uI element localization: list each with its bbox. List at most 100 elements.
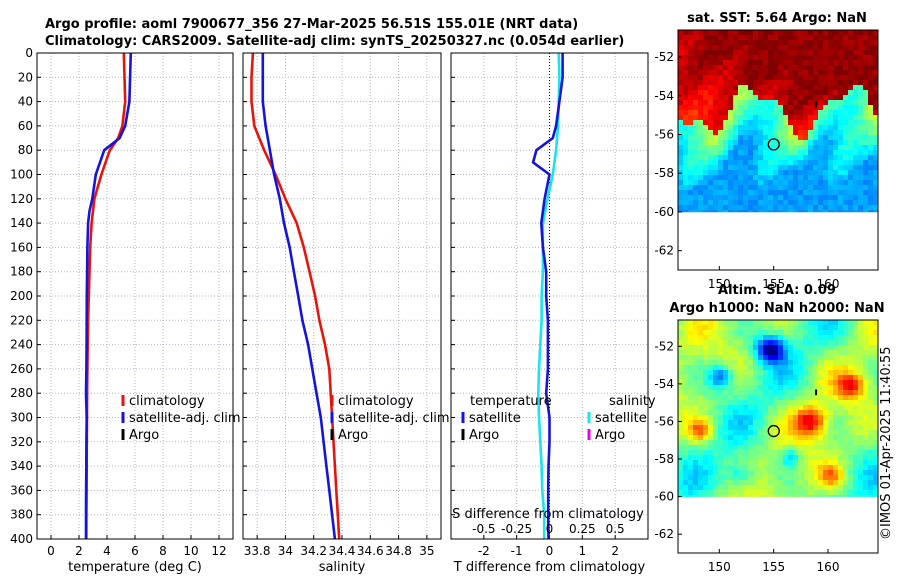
sst-map-cell [808,115,814,121]
sla-map-cell [813,460,819,466]
sla-map-cell [693,460,699,466]
sst-map-cell [848,40,854,46]
sst-map-cell [718,180,724,186]
sla-map-cell [683,445,689,451]
sla-map-cell [688,480,694,486]
sst-map-cell [823,90,829,96]
sla-map-cell [743,435,749,441]
sla-map-cell [838,460,844,466]
sst-map-cell [733,160,739,166]
sst-map-cell [723,115,729,121]
sst-map-cell [863,170,869,176]
sla-map-cell [758,375,764,381]
sst-map-cell [843,110,849,116]
sst-map-cell [873,75,879,81]
sla-map-cell [813,405,819,411]
sst-map-cell [858,210,864,213]
sla-map-cell [753,450,759,456]
sla-map-cell [723,410,729,416]
sla-map-cell [783,400,789,406]
sst-map-cell [848,180,854,186]
sst-map-cell [713,40,719,46]
sst-map-cell [683,95,689,101]
sst-map-cell [678,195,684,201]
sla-map-cell [733,445,739,451]
sla-map-cell [848,485,854,491]
sla-map-cell [713,455,719,461]
sla-map-cell [803,450,809,456]
sst-map-cell [783,160,789,166]
sst-map-cell [698,145,704,151]
sst-map-cell [763,60,769,66]
sla-map-cell [748,450,754,456]
sst-map-cell [688,165,694,171]
sla-map-cell [768,320,774,326]
sst-map-cell [863,80,869,86]
sst-map-cell [848,55,854,61]
sst-map-cell [708,45,714,51]
sla-map-cell [768,335,774,341]
sst-map-cell [693,160,699,166]
temp-ytick-label: 300 [10,411,33,425]
sst-map-cell [858,70,864,76]
sla-map-cell [848,350,854,356]
title-line-2: Climatology: CARS2009. Satellite-adj cli… [45,34,624,49]
sst-map-cell [868,75,874,81]
sst-map-cell [868,205,874,211]
sla-map-cell [788,425,794,431]
sla-map-cell [873,475,879,481]
sst-map-cell [748,95,754,101]
sla-map-cell [823,365,829,371]
sla-map-cell [733,490,739,496]
sla-map-cell [678,415,684,421]
sla-map-cell [788,455,794,461]
sst-map-cell [703,205,709,211]
sst-map-cell [708,105,714,111]
sla-map-cell [858,440,864,446]
sst-map-cell [803,85,809,91]
sla-map-cell [783,480,789,486]
sla-map-cell [743,410,749,416]
sla-map-cell [688,355,694,361]
sla-map-cell [763,455,769,461]
sla-map-cell [688,385,694,391]
sla-map-cell [738,485,744,491]
sla-map-cell [698,420,704,426]
sst-map-cell [773,90,779,96]
sla-map-cell [738,375,744,381]
sla-map-cell [748,320,754,326]
sla-map-cell [858,375,864,381]
sla-map-cell [833,465,839,471]
sst-map-cell [748,130,754,136]
sla-map-cell [698,395,704,401]
sst-map-cell [803,200,809,206]
sla-map-cell [803,325,809,331]
sla-map-cell [803,390,809,396]
sla-map-cell [863,455,869,461]
sla-map-cell [848,335,854,341]
sst-map-cell [738,155,744,161]
sst-map-cell [833,50,839,56]
sst-map-cell [678,55,684,61]
sst-map-cell [743,175,749,181]
sla-map-cell [813,395,819,401]
sla-map-cell [698,415,704,421]
sst-map-cell [798,30,804,36]
sla-map-cell [868,430,874,436]
sst-map-cell [753,160,759,166]
sla-map-cell [833,435,839,441]
sla-map-cell [863,480,869,486]
sst-map-cell [818,130,824,136]
sst-map-cell [723,75,729,81]
sst-map-cell [698,35,704,41]
sla-map-cell [713,480,719,486]
sst-map-cell [713,45,719,51]
sla-map-cell [778,430,784,436]
sla-map-cell [843,345,849,351]
sst-map-cell [828,80,834,86]
sla-map-cell [723,360,729,366]
sla-map-cell [818,430,824,436]
sst-map-cell [768,30,774,36]
sst-map-cell [718,165,724,171]
